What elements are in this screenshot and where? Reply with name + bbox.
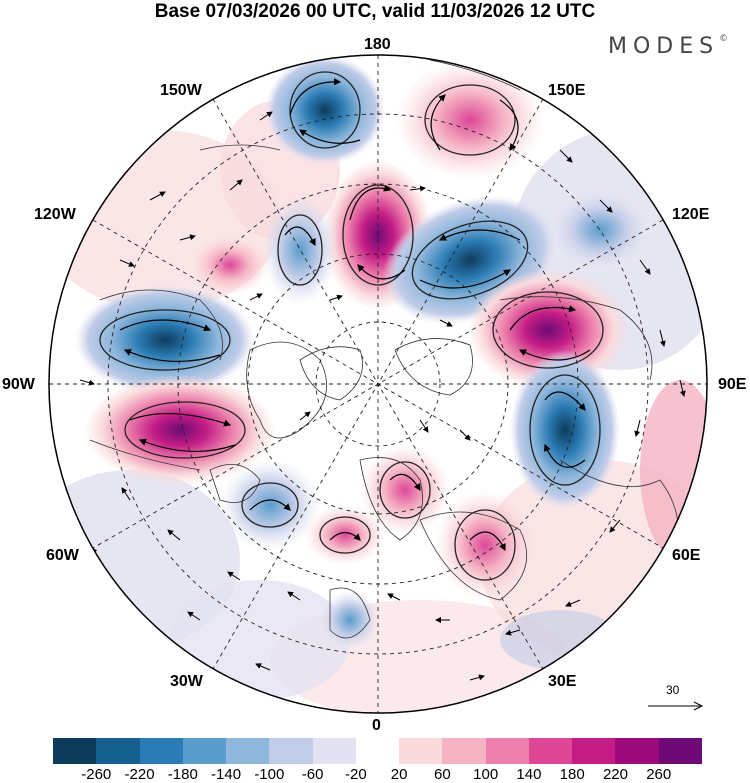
lon-label-120w: 120W xyxy=(34,206,76,223)
colorbar-ticks: -260 -220 -180 -140 -100 -60 -20 20 60 100 140 180 2… xyxy=(0,766,750,783)
colorbar-swatch xyxy=(53,738,97,764)
chart-title: Base 07/03/2026 00 UTC, valid 11/03/2026… xyxy=(154,1,596,22)
colorbar-tick-label: 60 xyxy=(434,766,451,783)
anomaly-centre-north-pacific-low-a xyxy=(265,55,385,165)
anomaly-centre-europe-high xyxy=(435,490,535,600)
modes-logo: MODES© xyxy=(608,34,728,59)
lon-label-0: 0 xyxy=(372,717,381,734)
anomaly-centre-north-pacific-high xyxy=(395,60,545,180)
colorbar-swatch xyxy=(442,738,486,764)
colorbar-swatch xyxy=(312,738,356,764)
lon-label-120e: 120E xyxy=(672,206,710,223)
brand-text: MODES xyxy=(608,34,720,59)
colorbar-swatch xyxy=(399,738,443,764)
colorbar-swatch xyxy=(528,738,573,764)
colorbar-tick-label: -20 xyxy=(345,766,367,783)
lon-label-30e: 30E xyxy=(548,673,577,690)
colorbar-swatch xyxy=(572,738,616,764)
colorbar xyxy=(53,738,702,764)
anomaly-centre-scandinavia-high xyxy=(360,445,450,535)
map-border xyxy=(48,54,708,714)
vector-scale-arrow xyxy=(648,701,704,711)
colorbar-tick-label: -220 xyxy=(124,766,155,783)
anomaly-centre-hudson-high xyxy=(85,375,275,485)
colorbar-tick-label: -260 xyxy=(81,766,112,783)
lon-label-60e: 60E xyxy=(672,547,701,564)
colorbar-tick-label: -100 xyxy=(254,766,285,783)
anomaly-centre-atlantic-low xyxy=(220,460,320,550)
colorbar-tick-label: 20 xyxy=(390,766,408,783)
colorbar-swatch xyxy=(615,738,659,764)
lon-label-30w: 30W xyxy=(170,673,203,690)
colorbar-tick-label: 260 xyxy=(646,766,672,783)
colorbar-tick-label: 100 xyxy=(473,766,499,783)
lon-label-180: 180 xyxy=(364,36,391,53)
colorbar-tick-label: 140 xyxy=(516,766,542,783)
colorbar-swatch xyxy=(658,738,702,764)
lon-label-150e: 150E xyxy=(548,82,586,99)
colorbar-tick-label: -180 xyxy=(167,766,198,783)
colorbar-swatch xyxy=(182,738,227,764)
colorbar-tick-label: 180 xyxy=(559,766,585,783)
colorbar-tick-label: -60 xyxy=(301,766,324,783)
lon-label-60w: 60W xyxy=(46,547,79,564)
colorbar-swatch xyxy=(485,738,529,764)
vector-scale-label: 30 xyxy=(666,683,680,697)
anomaly-centre-canada-low xyxy=(75,285,255,395)
brand-mark: © xyxy=(719,34,729,44)
lon-label-150w: 150W xyxy=(160,82,202,99)
polar-map xyxy=(48,54,708,714)
lon-label-90e: 90E xyxy=(718,376,747,393)
colorbar-swatch xyxy=(226,738,270,764)
lon-label-90w: 90W xyxy=(2,376,35,393)
colorbar-tick-label: -140 xyxy=(211,766,242,783)
colorbar-swatch xyxy=(96,738,140,764)
colorbar-swatch xyxy=(139,738,183,764)
colorbar-swatch xyxy=(355,738,400,764)
colorbar-tick-label: 220 xyxy=(602,766,628,783)
anomaly-centre-ural-low xyxy=(510,350,620,510)
colorbar-swatch xyxy=(269,738,313,764)
